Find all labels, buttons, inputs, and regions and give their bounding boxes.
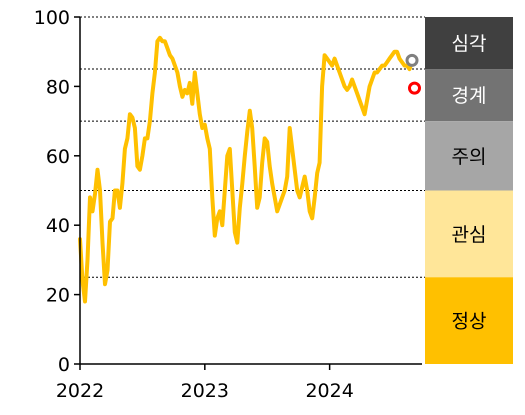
- zone-band-4: [425, 277, 513, 364]
- zone-band-0: [425, 17, 513, 70]
- x-tick-label-0: 2022: [56, 380, 104, 402]
- marker-1: [408, 81, 422, 95]
- y-tick-label-2: 40: [46, 215, 70, 237]
- zone-band-1: [425, 69, 513, 122]
- zone-band-3: [425, 190, 513, 278]
- zone-band-2: [425, 121, 513, 191]
- zone-label-0: 심각: [452, 33, 487, 55]
- zone-label-3: 관심: [452, 224, 487, 246]
- y-tick-label-3: 60: [46, 146, 70, 168]
- series-layer: [78, 35, 414, 304]
- y-tick-label-4: 80: [46, 76, 70, 98]
- x-tick-label-2: 2024: [305, 380, 353, 402]
- series-line-0: [78, 35, 414, 304]
- x-tick-label-1: 2023: [181, 380, 229, 402]
- zone-label-4: 정상: [452, 311, 487, 333]
- x-axis-ticks: 2022 2023 2024: [56, 364, 354, 402]
- marker-0: [405, 53, 419, 67]
- y-tick-label-5: 100: [34, 7, 70, 29]
- zone-label-1: 경계: [452, 85, 487, 107]
- y-tick-label-0: 0: [58, 354, 70, 376]
- zone-label-2: 주의: [452, 146, 487, 168]
- y-axis-ticks: 0 20 40 60 80 100: [34, 7, 80, 376]
- marker-layer: [405, 53, 422, 95]
- y-tick-label-1: 20: [46, 285, 70, 307]
